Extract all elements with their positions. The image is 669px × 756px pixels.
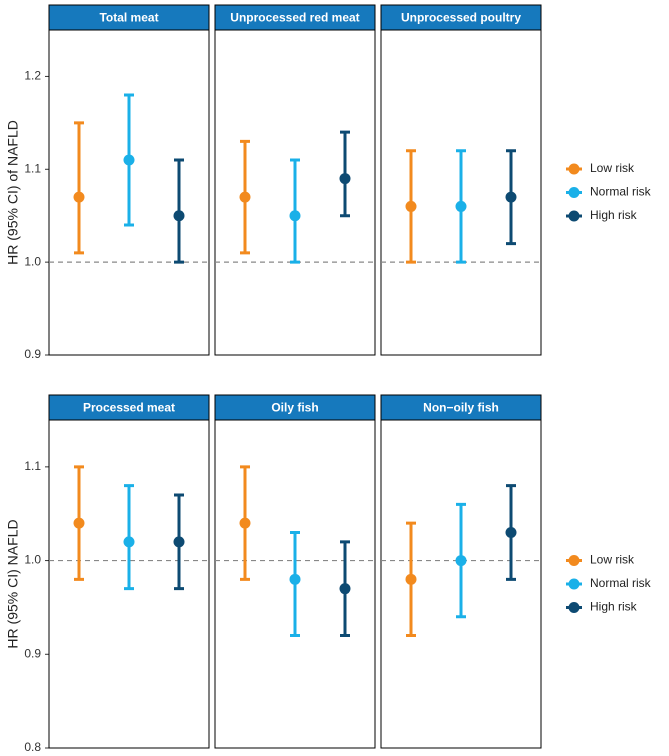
y-tick-label: 0.9 (24, 347, 41, 361)
point (339, 583, 351, 595)
legend-marker (568, 555, 580, 566)
strip (48, 4, 210, 31)
point (73, 191, 85, 203)
legend-marker (568, 187, 580, 198)
y-tick-label: 1.1 (24, 161, 41, 175)
panel-title: Total meat (99, 11, 158, 25)
legend-marker (568, 602, 580, 613)
point (289, 573, 301, 585)
y-tick-label: 0.8 (24, 740, 41, 754)
y-tick-label: 0.9 (24, 646, 41, 660)
legend-marker (568, 578, 580, 590)
point (289, 210, 301, 222)
y-tick-label: 1.0 (24, 553, 41, 567)
legend-label: High risk (590, 208, 638, 222)
point (123, 154, 135, 166)
point (173, 210, 185, 222)
panel-title: Oily fish (271, 401, 318, 415)
y-tick-label: 1.1 (24, 459, 41, 473)
point (505, 191, 517, 203)
legend-label: Normal risk (590, 185, 652, 199)
error-bar (74, 121, 84, 255)
y-axis-label: HR (95% CI) of NAFLD (5, 120, 21, 265)
legend-label: High risk (590, 600, 638, 614)
legend-label: Low risk (590, 161, 635, 175)
legend-marker (568, 210, 580, 222)
strip (214, 394, 376, 421)
panel (48, 29, 210, 356)
panel (214, 419, 376, 749)
y-tick-label: 1.0 (24, 254, 41, 268)
panel (214, 29, 376, 356)
point (123, 536, 135, 548)
point (173, 536, 185, 548)
strip (380, 4, 542, 31)
point (455, 555, 467, 567)
strip (214, 4, 376, 31)
y-axis-label: HR (95% CI) NAFLD (5, 519, 21, 648)
panel (48, 419, 210, 749)
point (339, 173, 351, 185)
y-tick-label: 1.2 (24, 69, 41, 83)
point (405, 573, 417, 585)
point (239, 517, 251, 529)
panel-title: Unprocessed poultry (401, 11, 521, 25)
panel-title: Unprocessed red meat (230, 11, 359, 25)
point (455, 200, 467, 212)
legend-label: Normal risk (590, 576, 652, 590)
legend-label: Low risk (590, 553, 635, 567)
point (239, 191, 251, 203)
panel (380, 419, 542, 749)
point (73, 517, 85, 529)
legend-marker (568, 163, 580, 175)
strip (380, 394, 542, 421)
panel-title: Non−oily fish (423, 401, 499, 415)
panel (380, 29, 542, 356)
point (405, 200, 417, 212)
point (505, 526, 517, 538)
panel-title: Processed meat (83, 401, 175, 415)
